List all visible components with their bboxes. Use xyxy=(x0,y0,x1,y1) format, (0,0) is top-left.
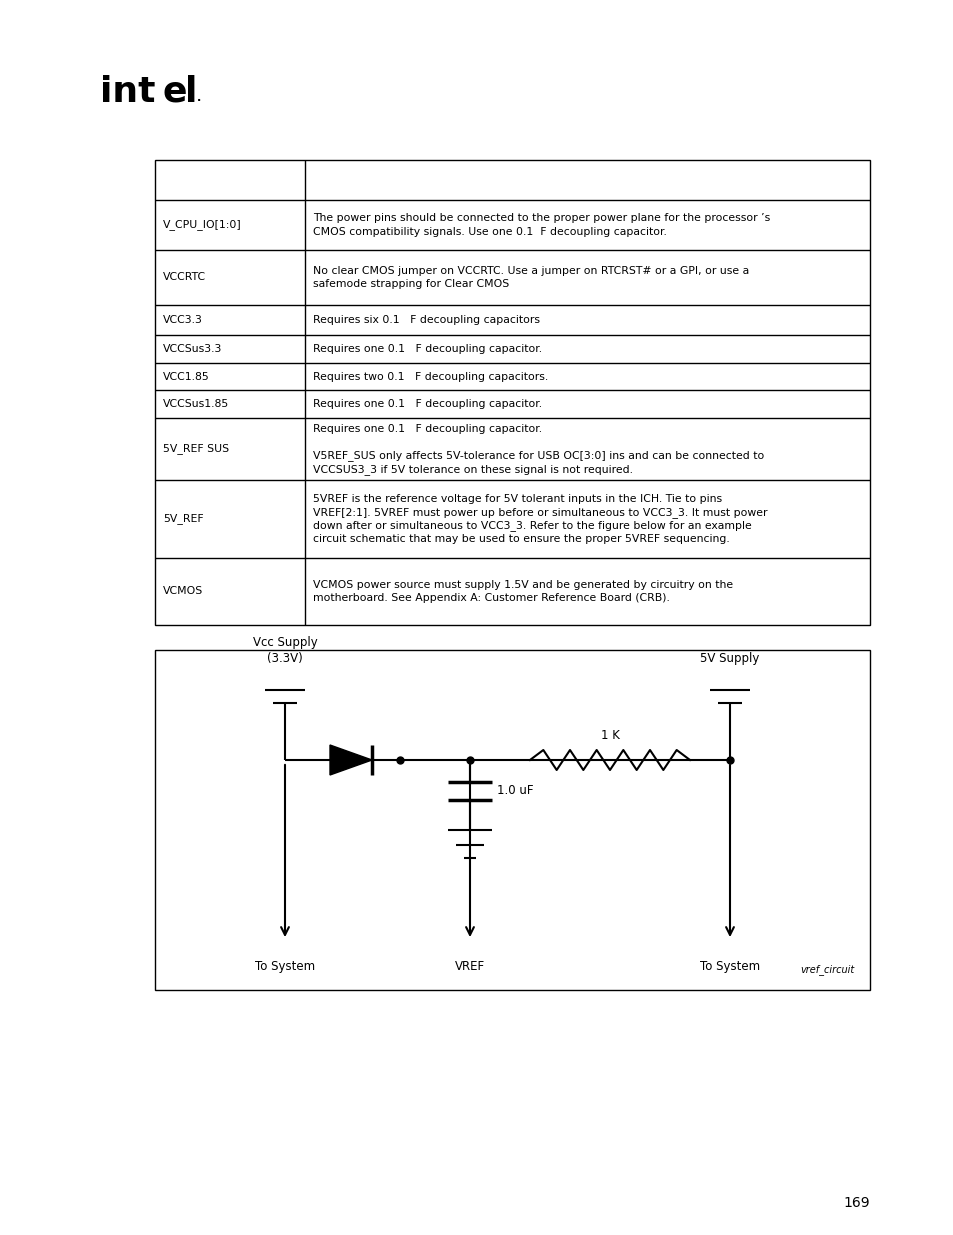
Text: VCC3.3: VCC3.3 xyxy=(163,315,203,325)
Text: Requires one 0.1   F decoupling capacitor.: Requires one 0.1 F decoupling capacitor. xyxy=(313,345,541,354)
Text: 5V_REF: 5V_REF xyxy=(163,514,203,525)
Text: To System: To System xyxy=(700,960,760,973)
Text: motherboard. See Appendix A: Customer Reference Board (CRB).: motherboard. See Appendix A: Customer Re… xyxy=(313,593,669,603)
Text: 5V_REF SUS: 5V_REF SUS xyxy=(163,443,229,454)
Text: VREF: VREF xyxy=(455,960,484,973)
Text: Vcc Supply
(3.3V): Vcc Supply (3.3V) xyxy=(253,636,317,664)
Text: vref_circuit: vref_circuit xyxy=(800,965,854,974)
Text: VCMOS power source must supply 1.5V and be generated by circuitry on the: VCMOS power source must supply 1.5V and … xyxy=(313,579,732,590)
Bar xyxy=(154,650,869,990)
Text: Requires six 0.1   F decoupling capacitors: Requires six 0.1 F decoupling capacitors xyxy=(313,315,539,325)
Text: e: e xyxy=(163,75,188,109)
Text: 1.0 uF: 1.0 uF xyxy=(497,784,533,798)
Text: 169: 169 xyxy=(842,1195,869,1210)
Text: 1 K: 1 K xyxy=(600,729,618,742)
Text: V5REF_SUS only affects 5V-tolerance for USB OC[3:0] ins and can be connected to: V5REF_SUS only affects 5V-tolerance for … xyxy=(313,451,763,461)
Text: .: . xyxy=(196,93,201,103)
Polygon shape xyxy=(330,745,372,776)
Text: VCC1.85: VCC1.85 xyxy=(163,372,210,382)
Text: 5VREF is the reference voltage for 5V tolerant inputs in the ICH. Tie to pins: 5VREF is the reference voltage for 5V to… xyxy=(313,494,721,504)
Text: The power pins should be connected to the proper power plane for the processor ’: The power pins should be connected to th… xyxy=(313,214,769,224)
Text: safemode strapping for Clear CMOS: safemode strapping for Clear CMOS xyxy=(313,279,509,289)
Text: To System: To System xyxy=(254,960,314,973)
Text: 5V Supply: 5V Supply xyxy=(700,652,759,664)
Text: Requires two 0.1   F decoupling capacitors.: Requires two 0.1 F decoupling capacitors… xyxy=(313,372,548,382)
Text: Requires one 0.1   F decoupling capacitor.: Requires one 0.1 F decoupling capacitor. xyxy=(313,424,541,433)
Text: down after or simultaneous to VCC3_3. Refer to the figure below for an example: down after or simultaneous to VCC3_3. Re… xyxy=(313,520,751,531)
Text: VCMOS: VCMOS xyxy=(163,587,203,597)
Text: No clear CMOS jumper on VCCRTC. Use a jumper on RTCRST# or a GPI, or use a: No clear CMOS jumper on VCCRTC. Use a ju… xyxy=(313,266,748,275)
Text: CMOS compatibility signals. Use one 0.1  F decoupling capacitor.: CMOS compatibility signals. Use one 0.1 … xyxy=(313,227,666,237)
Bar xyxy=(154,161,869,625)
Text: V_CPU_IO[1:0]: V_CPU_IO[1:0] xyxy=(163,220,241,231)
Text: VCCSus3.3: VCCSus3.3 xyxy=(163,345,222,354)
Text: Requires one 0.1   F decoupling capacitor.: Requires one 0.1 F decoupling capacitor. xyxy=(313,399,541,409)
Text: VCCSus1.85: VCCSus1.85 xyxy=(163,399,229,409)
Text: circuit schematic that may be used to ensure the proper 5VREF sequencing.: circuit schematic that may be used to en… xyxy=(313,535,729,545)
Text: VCCSUS3_3 if 5V tolerance on these signal is not required.: VCCSUS3_3 if 5V tolerance on these signa… xyxy=(313,464,633,474)
Text: l: l xyxy=(185,75,197,109)
Text: VREF[2:1]. 5VREF must power up before or simultaneous to VCC3_3. It must power: VREF[2:1]. 5VREF must power up before or… xyxy=(313,506,767,517)
Text: VCCRTC: VCCRTC xyxy=(163,273,206,283)
Text: int: int xyxy=(100,75,155,109)
